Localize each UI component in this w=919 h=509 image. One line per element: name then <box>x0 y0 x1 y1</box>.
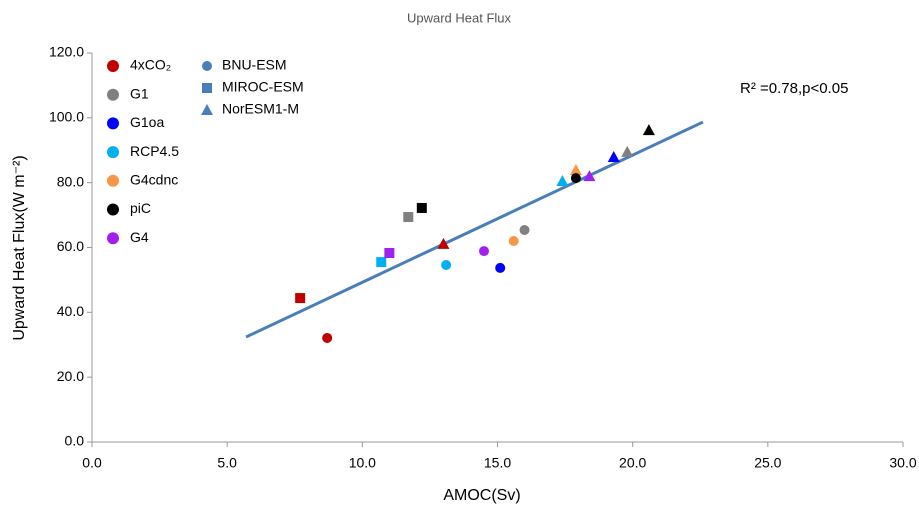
legend-swatch <box>107 60 119 72</box>
y-tick-label: 60.0 <box>57 238 84 254</box>
y-axis-label: Upward Heat Flux(W m⁻²) <box>11 155 28 340</box>
y-tick-label: 0.0 <box>65 433 85 449</box>
legend-swatch <box>107 117 119 130</box>
marker <box>403 212 414 223</box>
legend-label: piC <box>130 200 151 216</box>
x-tick-label: 5.0 <box>217 455 237 471</box>
marker <box>621 145 634 157</box>
legend-label: 4xCO₂ <box>130 57 171 73</box>
legend-label: MIROC-ESM <box>222 79 304 95</box>
marker <box>322 332 333 343</box>
y-tick-label: 80.0 <box>57 173 84 189</box>
marker <box>642 124 655 136</box>
legend-swatch <box>202 61 212 71</box>
legend-label: NorESM1-M <box>222 101 299 117</box>
chart-title: Upward Heat Flux <box>407 10 512 25</box>
fit-line <box>245 120 704 339</box>
marker <box>495 262 506 273</box>
marker <box>376 257 387 268</box>
marker <box>441 260 452 271</box>
x-tick-label: 0.0 <box>82 455 102 471</box>
marker <box>519 224 530 235</box>
marker <box>437 237 450 249</box>
legend-label: BNU-ESM <box>222 57 287 73</box>
legend-swatch <box>107 174 119 187</box>
legend-swatch <box>107 88 119 101</box>
annotation: R² =0.78,p<0.05 <box>740 80 848 97</box>
marker <box>416 202 427 213</box>
y-tick-label: 120.0 <box>49 44 84 60</box>
x-tick-label: 10.0 <box>349 455 376 471</box>
legend-label: G4cdnc <box>130 172 178 188</box>
x-tick-label: 30.0 <box>889 455 916 471</box>
legend-label: G1oa <box>130 114 164 130</box>
x-axis-label: AMOC(Sv) <box>443 487 520 504</box>
marker <box>295 293 306 304</box>
legend-swatch <box>107 203 119 216</box>
marker <box>508 236 519 247</box>
legend-swatch <box>201 104 213 115</box>
legend-swatch <box>107 232 119 245</box>
x-tick-label: 20.0 <box>619 455 646 471</box>
legend-label: G4 <box>130 229 149 245</box>
legend-label: G1 <box>130 85 149 101</box>
marker <box>556 175 569 187</box>
x-tick-label: 15.0 <box>484 455 511 471</box>
marker <box>384 248 395 259</box>
marker <box>478 246 489 257</box>
legend-label: RCP4.5 <box>130 143 179 159</box>
x-tick-label: 25.0 <box>754 455 781 471</box>
y-tick-label: 100.0 <box>49 109 84 125</box>
marker <box>569 164 582 176</box>
marker <box>583 170 596 182</box>
legend-swatch <box>202 83 212 93</box>
marker <box>570 173 581 184</box>
y-tick-label: 20.0 <box>57 368 84 384</box>
legend-swatch <box>107 146 119 159</box>
marker <box>607 151 620 163</box>
y-tick-label: 40.0 <box>57 303 84 319</box>
